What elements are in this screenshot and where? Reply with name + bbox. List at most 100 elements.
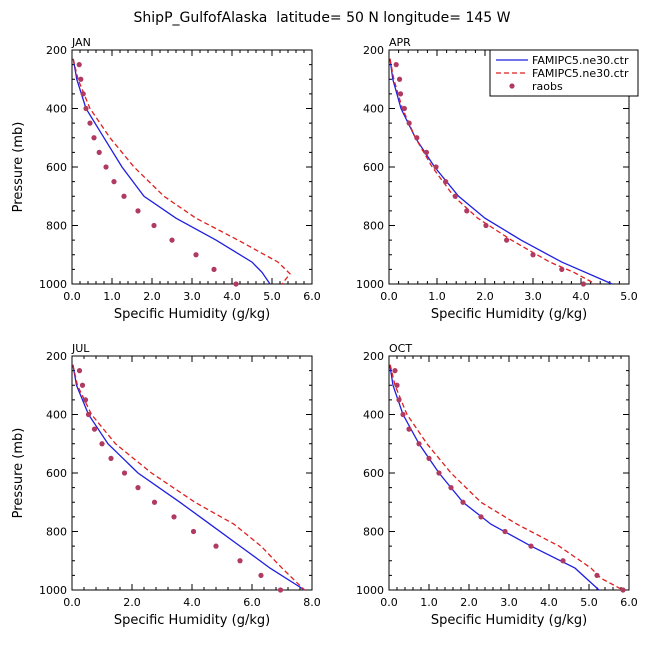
figure-title: ShipP_GulfofAlaska latitude= 50 N longit… bbox=[134, 10, 511, 26]
panel-apr: APR 0.0 1.0 2.0 3.0 4.0 5.0 200 400 600 800 1000 Spe… bbox=[356, 36, 638, 322]
raobs-point bbox=[135, 485, 141, 491]
x-tick-label: 6.0 bbox=[303, 290, 321, 303]
x-axis-label: Specific Humidity (g/kg) bbox=[431, 613, 587, 628]
raobs-point bbox=[433, 164, 439, 170]
panel-label: APR bbox=[389, 36, 411, 49]
y-tick-label: 800 bbox=[46, 526, 67, 539]
raobs-point bbox=[580, 281, 587, 287]
raobs-point bbox=[135, 208, 141, 214]
legend-label: FAMIPC5.ne30.ctr bbox=[532, 67, 629, 80]
raobs-point bbox=[560, 558, 566, 564]
raobs-point bbox=[96, 149, 102, 155]
raobs-point bbox=[277, 587, 284, 593]
raobs-point bbox=[78, 76, 84, 82]
x-tick-label: 5.0 bbox=[620, 290, 638, 303]
raobs-point bbox=[394, 382, 400, 388]
model-a-line bbox=[389, 364, 600, 591]
model-a-line bbox=[72, 58, 271, 285]
raobs-point bbox=[91, 135, 97, 141]
x-tick-label: 3.0 bbox=[183, 290, 201, 303]
y-tick-label: 200 bbox=[363, 350, 384, 363]
raobs-point bbox=[121, 193, 127, 199]
raobs-point bbox=[423, 149, 430, 155]
plot-frame bbox=[71, 355, 313, 591]
raobs-point bbox=[436, 470, 442, 476]
y-tick-label: 1000 bbox=[39, 278, 67, 291]
raobs-point bbox=[213, 543, 219, 549]
x-tick-label: 5.0 bbox=[580, 596, 598, 609]
panel-jul: JUL 0.0 2.0 4.0 6.0 8.0 200 400 600 800 1000 Specif… bbox=[11, 342, 321, 628]
x-tick-label: 4.0 bbox=[540, 596, 558, 609]
raobs-point bbox=[504, 237, 510, 243]
y-tick-label: 400 bbox=[363, 103, 384, 116]
y-axis-label: Pressure (mb) bbox=[11, 122, 26, 213]
panel-label: OCT bbox=[389, 342, 412, 355]
x-tick-label: 3.0 bbox=[524, 290, 542, 303]
model-b-line bbox=[72, 364, 305, 591]
raobs-point bbox=[426, 455, 432, 461]
y-axis-label: Pressure (mb) bbox=[11, 428, 26, 519]
raobs-point bbox=[396, 397, 402, 403]
raobs-point bbox=[237, 558, 243, 564]
raobs-point bbox=[171, 514, 177, 520]
y-tick-label: 600 bbox=[363, 467, 384, 480]
x-tick-label: 4.0 bbox=[572, 290, 590, 303]
x-axis-label: Specific Humidity (g/kg) bbox=[114, 307, 270, 322]
x-axis-label: Specific Humidity (g/kg) bbox=[431, 307, 587, 322]
model-b-line bbox=[72, 58, 291, 285]
raobs-point bbox=[460, 499, 466, 505]
x-tick-label: 0.0 bbox=[63, 290, 81, 303]
raobs-point bbox=[483, 222, 489, 229]
raobs-point bbox=[99, 441, 105, 447]
x-axis-label: Specific Humidity (g/kg) bbox=[114, 613, 270, 628]
y-tick-label: 200 bbox=[46, 350, 67, 363]
raobs-point bbox=[108, 455, 114, 461]
x-tick-label: 6.0 bbox=[620, 596, 638, 609]
raobs-point bbox=[193, 252, 199, 258]
raobs-point bbox=[443, 179, 449, 185]
raobs-point bbox=[76, 368, 83, 374]
panel-oct: OCT 0.0 1.0 2.0 3.0 4.0 5.0 6.0 200 400 600 800 1000… bbox=[356, 342, 638, 628]
legend-label: FAMIPC5.ne30.ctr bbox=[532, 54, 629, 67]
y-tick-label: 1000 bbox=[356, 584, 384, 597]
legend-label: raobs bbox=[532, 80, 563, 93]
raobs-point bbox=[406, 120, 412, 126]
x-tick-label: 2.0 bbox=[143, 290, 161, 303]
x-tick-label: 0.0 bbox=[380, 290, 398, 303]
raobs-point bbox=[190, 528, 197, 535]
raobs-point bbox=[103, 164, 109, 170]
x-tick-label: 5.0 bbox=[263, 290, 281, 303]
x-tick-label: 4.0 bbox=[183, 596, 201, 609]
y-tick-label: 400 bbox=[363, 409, 384, 422]
x-tick-label: 3.0 bbox=[500, 596, 518, 609]
y-tick-label: 600 bbox=[363, 161, 384, 174]
legend-dot-marker bbox=[509, 83, 515, 89]
raobs-point bbox=[121, 470, 128, 476]
raobs-point bbox=[151, 222, 157, 229]
x-tick-label: 2.0 bbox=[476, 290, 494, 303]
raobs-point bbox=[111, 179, 117, 185]
panel-label: JAN bbox=[71, 36, 91, 49]
x-tick-label: 2.0 bbox=[123, 596, 141, 609]
y-tick-label: 200 bbox=[363, 44, 384, 57]
raobs-point bbox=[392, 368, 398, 374]
raobs-point bbox=[151, 499, 158, 505]
x-tick-label: 2.0 bbox=[460, 596, 478, 609]
raobs-point bbox=[401, 105, 407, 112]
raobs-point bbox=[594, 572, 600, 578]
raobs-point bbox=[85, 411, 92, 418]
raobs-point bbox=[528, 543, 534, 549]
panel-jan: JAN 0.0 1.0 2.0 3.0 4.0 5.0 6.0 200 400 600 800 1000… bbox=[11, 36, 321, 322]
x-tick-label: 1.0 bbox=[420, 596, 438, 609]
raobs-point bbox=[82, 397, 89, 403]
raobs-point bbox=[416, 441, 422, 447]
raobs-point bbox=[559, 266, 565, 272]
model-b-line bbox=[389, 364, 624, 591]
raobs-point bbox=[400, 411, 406, 418]
x-tick-label: 6.0 bbox=[243, 596, 261, 609]
raobs-point bbox=[530, 252, 536, 258]
raobs-point bbox=[91, 426, 98, 432]
plot-frame bbox=[388, 355, 630, 591]
